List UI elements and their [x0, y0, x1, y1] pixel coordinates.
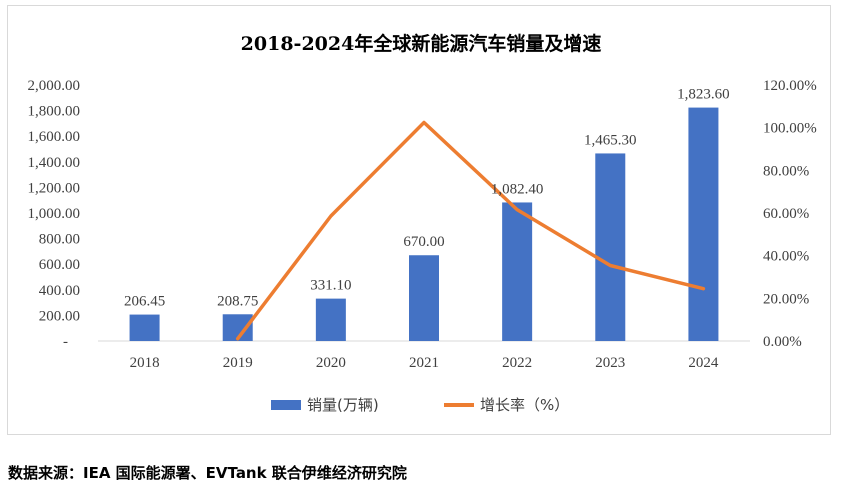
right-tick-label: 60.00%: [763, 206, 809, 222]
bar: [502, 202, 533, 341]
bar-data-labels: 206.45 208.75 331.10 670.00 1,082.40 1,465.30…: [124, 87, 730, 310]
left-tick-label: 1,800.00: [28, 104, 81, 120]
x-tick-label: 2021: [409, 355, 439, 371]
x-tick-label: 2018: [130, 355, 160, 371]
bar-data-label: 1,082.40: [491, 181, 544, 197]
bar: [688, 107, 719, 342]
legend-bar-label: 销量(万辆): [307, 396, 379, 414]
x-tick-label: 2019: [223, 355, 253, 371]
left-tick-label: 2,000.00: [28, 78, 81, 94]
right-tick-label: 0.00%: [763, 334, 802, 350]
left-tick-label: 1,400.00: [28, 155, 81, 171]
right-axis: 0.00% 20.00% 40.00% 60.00% 80.00% 100.00% 120.…: [763, 78, 817, 350]
left-tick-label: -: [63, 334, 68, 350]
right-tick-label: 80.00%: [763, 163, 809, 179]
chart-title: 2018-2024年全球新能源汽车销量及增速: [241, 32, 602, 55]
left-tick-label: 200.00: [39, 308, 80, 324]
right-tick-label: 120.00%: [763, 78, 817, 94]
legend-bar-swatch: [271, 400, 301, 410]
bar: [129, 314, 160, 341]
legend: 销量(万辆) 增长率（%）: [271, 396, 569, 414]
x-tick-label: 2020: [316, 355, 346, 371]
x-tick-label: 2024: [688, 355, 719, 371]
bar: [315, 298, 346, 341]
bar-data-label: 670.00: [403, 234, 444, 250]
right-tick-label: 40.00%: [763, 249, 809, 265]
left-axis: - 200.00 400.00 600.00 800.00 1,000.00 1,200.0…: [28, 78, 81, 350]
bar-series: [129, 107, 719, 342]
left-tick-label: 400.00: [39, 283, 80, 299]
x-tick-label: 2023: [595, 355, 625, 371]
left-tick-label: 1,200.00: [28, 180, 81, 196]
right-tick-label: 20.00%: [763, 291, 809, 307]
growth-rate-line: [235, 120, 706, 341]
bar-data-label: 1,823.60: [677, 87, 730, 103]
bar: [595, 153, 626, 341]
x-tick-label: 2022: [502, 355, 532, 371]
bar-data-label: 208.75: [217, 293, 258, 309]
legend-line-label: 增长率（%）: [480, 396, 569, 414]
x-axis: 2018 2019 2020 2021 2022 2023 2024: [130, 355, 719, 371]
left-tick-label: 1,600.00: [28, 129, 81, 145]
bar: [409, 255, 439, 341]
left-tick-label: 800.00: [39, 232, 80, 248]
left-tick-label: 600.00: [39, 257, 80, 273]
bar-data-label: 1,465.30: [584, 132, 637, 148]
left-tick-label: 1,000.00: [28, 206, 81, 222]
source-note: 数据来源：IEA 国际能源署、EVTank 联合伊维经济研究院: [8, 464, 407, 482]
bar-data-label: 331.10: [310, 278, 351, 294]
bar-data-label: 206.45: [124, 294, 165, 310]
line-series: [235, 120, 706, 341]
right-tick-label: 100.00%: [763, 121, 817, 137]
